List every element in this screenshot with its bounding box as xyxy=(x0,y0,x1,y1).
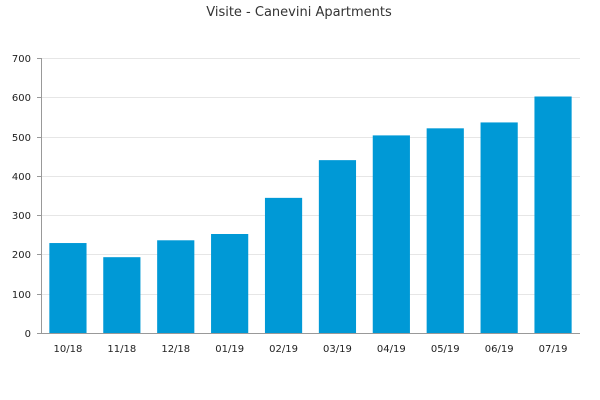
x-tick-label: 10/18 xyxy=(54,344,83,355)
x-tick-label: 03/19 xyxy=(323,344,352,355)
x-tick-label: 11/18 xyxy=(107,344,136,355)
bar-05-19 xyxy=(426,128,464,333)
y-axis-ticks: 0 100 200 300 400 500 600 700 xyxy=(12,54,41,340)
x-tick-label: 06/19 xyxy=(485,344,514,355)
x-tick-label: 07/19 xyxy=(539,344,568,355)
bar-01-19 xyxy=(211,234,249,333)
y-tick-label: 0 xyxy=(25,329,31,340)
x-tick-label: 04/19 xyxy=(377,344,406,355)
y-tick-label: 600 xyxy=(12,93,31,104)
bar-06-19 xyxy=(480,122,518,334)
grid-lines xyxy=(41,58,580,295)
chart-title: Visite - Canevini Apartments xyxy=(206,5,392,20)
x-tick-label: 05/19 xyxy=(431,344,460,355)
bar-03-19 xyxy=(318,160,357,333)
y-tick-label: 200 xyxy=(12,250,31,261)
bar-07-19 xyxy=(534,96,572,333)
y-tick-label: 100 xyxy=(12,290,31,301)
bar-11-18 xyxy=(103,257,141,333)
bar-12-18 xyxy=(157,240,195,333)
y-tick-label: 500 xyxy=(12,133,31,144)
axes xyxy=(41,58,580,334)
bar-02-19 xyxy=(264,197,303,333)
y-tick-label: 300 xyxy=(12,211,31,222)
y-tick-label: 700 xyxy=(12,54,31,65)
x-tick-label: 01/19 xyxy=(215,344,244,355)
x-tick-label: 02/19 xyxy=(269,344,298,355)
bar-04-19 xyxy=(372,135,410,333)
bar-10-18 xyxy=(49,243,87,333)
bars xyxy=(49,96,572,334)
x-tick-label: 12/18 xyxy=(161,344,190,355)
x-axis-ticks: 10/18 11/18 12/18 01/19 02/19 03/19 04/19 05/19… xyxy=(54,344,568,355)
y-tick-label: 400 xyxy=(12,172,31,183)
